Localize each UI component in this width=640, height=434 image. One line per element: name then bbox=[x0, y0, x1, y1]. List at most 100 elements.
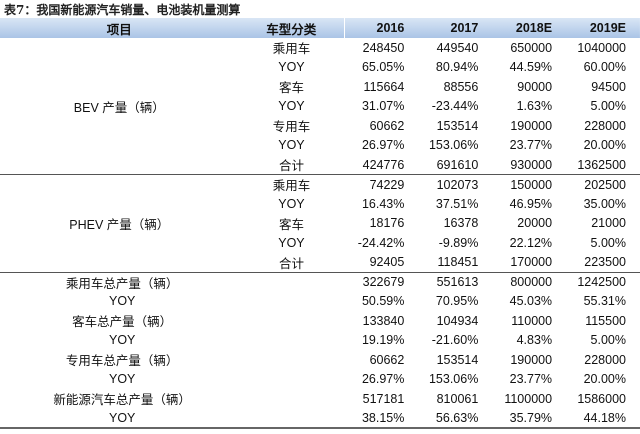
total-label: YOY bbox=[108, 372, 136, 387]
value-cell: 691610 bbox=[436, 157, 479, 172]
production-table: 项目 车型分类 2016 2017 2018E 2019E BEV 产量（辆） 乘… bbox=[0, 18, 640, 429]
category-cell: YOY bbox=[278, 196, 305, 211]
value-cell: -24.42% bbox=[357, 235, 405, 250]
value-cell: 18176 bbox=[369, 216, 405, 231]
value-cell: 424776 bbox=[362, 157, 405, 172]
total-label: 专用车总产量（辆） bbox=[65, 354, 179, 369]
value-cell: 248450 bbox=[362, 40, 405, 55]
value-cell: 190000 bbox=[510, 352, 553, 367]
value-cell: 1040000 bbox=[577, 40, 626, 55]
value-cell: 23.77% bbox=[509, 372, 553, 387]
value-cell: 56.63% bbox=[418, 408, 493, 429]
value-cell: 16.43% bbox=[361, 196, 405, 211]
value-cell: 26.97% bbox=[361, 138, 405, 153]
value-cell: 23.77% bbox=[509, 138, 553, 153]
value-cell: 60662 bbox=[369, 118, 405, 133]
value-cell: 20.00% bbox=[583, 372, 626, 387]
category-cell: 客车 bbox=[278, 81, 304, 96]
value-cell: 60.00% bbox=[583, 60, 626, 75]
value-cell: -23.44% bbox=[431, 99, 479, 114]
table-row: YOY 31.07% -23.44% 1.63% 5.00% bbox=[0, 97, 640, 117]
group-label: BEV 产量（辆） bbox=[73, 100, 165, 115]
value-cell: 1.63% bbox=[516, 99, 553, 114]
header-item: 项目 bbox=[106, 22, 132, 37]
value-cell: 153.06% bbox=[428, 138, 479, 153]
value-cell: 74229 bbox=[344, 174, 419, 194]
value-cell: 1586000 bbox=[577, 391, 626, 406]
total-label: YOY bbox=[108, 294, 136, 309]
value-cell: 228000 bbox=[584, 118, 626, 133]
table-row: BEV 产量（辆） 乘用车 248450 449540 650000 1040000 bbox=[0, 38, 640, 115]
category-cell: 合计 bbox=[278, 256, 304, 271]
value-cell: 170000 bbox=[510, 255, 553, 269]
value-cell: 153.06% bbox=[428, 372, 479, 387]
value-cell: 46.95% bbox=[509, 196, 553, 211]
value-cell: 102073 bbox=[418, 174, 493, 194]
total-row: 客车总产量（辆） 133840 104934 110000 115500 bbox=[0, 311, 640, 331]
value-cell: 228000 bbox=[584, 352, 626, 367]
header-row: 项目 车型分类 2016 2017 2018E 2019E bbox=[0, 18, 640, 38]
table-row: 合计 424776 691610 930000 1362500 bbox=[0, 155, 640, 175]
table-title: 表7：我国新能源汽车销量、电池装机量测算 bbox=[4, 3, 241, 17]
value-cell: 20.00% bbox=[583, 138, 626, 153]
value-cell: 26.97% bbox=[361, 372, 405, 387]
table-row: 客车 115664 88556 90000 94500 bbox=[0, 77, 640, 97]
value-cell: 449540 bbox=[436, 40, 479, 55]
value-cell: 104934 bbox=[436, 313, 479, 328]
value-cell: 517181 bbox=[362, 391, 405, 406]
total-row: YOY 26.97% 153.06% 23.77% 20.00% bbox=[0, 370, 640, 390]
value-cell: 45.03% bbox=[509, 294, 553, 309]
value-cell: 930000 bbox=[510, 157, 553, 172]
value-cell: 90000 bbox=[517, 79, 553, 94]
total-row: 专用车总产量（辆） 60662 153514 190000 228000 bbox=[0, 350, 640, 370]
value-cell: 38.15% bbox=[344, 408, 419, 429]
value-cell: 5.00% bbox=[590, 333, 626, 348]
value-cell: 115500 bbox=[585, 313, 626, 328]
total-row: YOY 50.59% 70.95% 45.03% 55.31% bbox=[0, 292, 640, 312]
value-cell: 133840 bbox=[362, 313, 405, 328]
value-cell: 19.19% bbox=[361, 333, 405, 348]
total-label: YOY bbox=[0, 408, 345, 429]
category-cell: YOY bbox=[278, 235, 305, 250]
value-cell: 60662 bbox=[369, 352, 405, 367]
value-cell: 810061 bbox=[436, 391, 479, 406]
value-cell: 80.94% bbox=[435, 60, 479, 75]
category-cell: YOY bbox=[278, 99, 305, 114]
value-cell: 322679 bbox=[344, 271, 419, 292]
total-label: 客车总产量（辆） bbox=[72, 315, 173, 330]
value-cell: 16378 bbox=[443, 216, 479, 231]
header-2018e: 2018E bbox=[515, 21, 553, 35]
group-label: PHEV 产量（辆） bbox=[0, 174, 239, 272]
value-cell: 1100000 bbox=[504, 391, 553, 406]
value-cell: 50.59% bbox=[361, 294, 405, 309]
value-cell: 223500 bbox=[584, 255, 626, 269]
value-cell: 70.95% bbox=[435, 294, 479, 309]
header-2019e: 2019E bbox=[589, 21, 626, 35]
value-cell: 551613 bbox=[418, 271, 493, 292]
value-cell: 5.00% bbox=[590, 235, 626, 250]
total-row: 新能源汽车总产量（辆） 517181 810061 1100000 1586000 bbox=[0, 389, 640, 409]
value-cell: 31.07% bbox=[361, 99, 405, 114]
total-label: 乘用车总产量（辆） bbox=[0, 271, 345, 292]
value-cell: 22.12% bbox=[509, 235, 553, 250]
value-cell: 35.79% bbox=[492, 408, 567, 429]
category-cell: YOY bbox=[278, 138, 305, 153]
value-cell: 35.00% bbox=[583, 196, 626, 211]
value-cell: 65.05% bbox=[361, 60, 405, 75]
table-row: YOY 65.05% 80.94% 44.59% 60.00% bbox=[0, 58, 640, 78]
table-row: 客车 18176 16378 20000 21000 bbox=[0, 214, 640, 234]
table-row: 专用车 60662 153514 190000 228000 bbox=[0, 116, 640, 136]
total-row: 乘用车总产量（辆） 322679 551613 800000 1242500 bbox=[0, 271, 640, 292]
table-row: 合计 92405 118451 170000 223500 bbox=[0, 253, 640, 273]
value-cell: 118451 bbox=[437, 255, 479, 269]
value-cell: 20000 bbox=[517, 216, 553, 231]
category-cell: 客车 bbox=[278, 217, 304, 232]
value-cell: 153514 bbox=[436, 118, 479, 133]
value-cell: 202500 bbox=[566, 174, 640, 194]
value-cell: 150000 bbox=[492, 174, 567, 194]
value-cell: 153514 bbox=[436, 352, 479, 367]
table-row: YOY 16.43% 37.51% 46.95% 35.00% bbox=[0, 194, 640, 214]
value-cell: -9.89% bbox=[438, 235, 479, 250]
category-cell: 合计 bbox=[278, 159, 304, 173]
category-cell: YOY bbox=[278, 60, 305, 75]
